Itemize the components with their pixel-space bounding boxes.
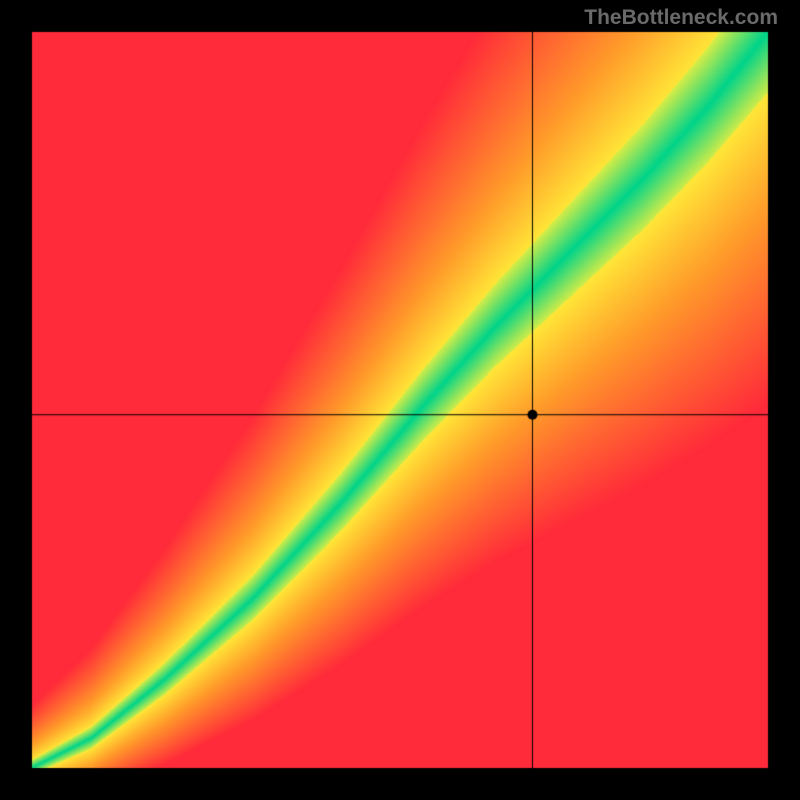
figure-container: TheBottleneck.com — [0, 0, 800, 800]
watermark-text: TheBottleneck.com — [584, 6, 778, 30]
heatmap-canvas — [0, 0, 800, 800]
